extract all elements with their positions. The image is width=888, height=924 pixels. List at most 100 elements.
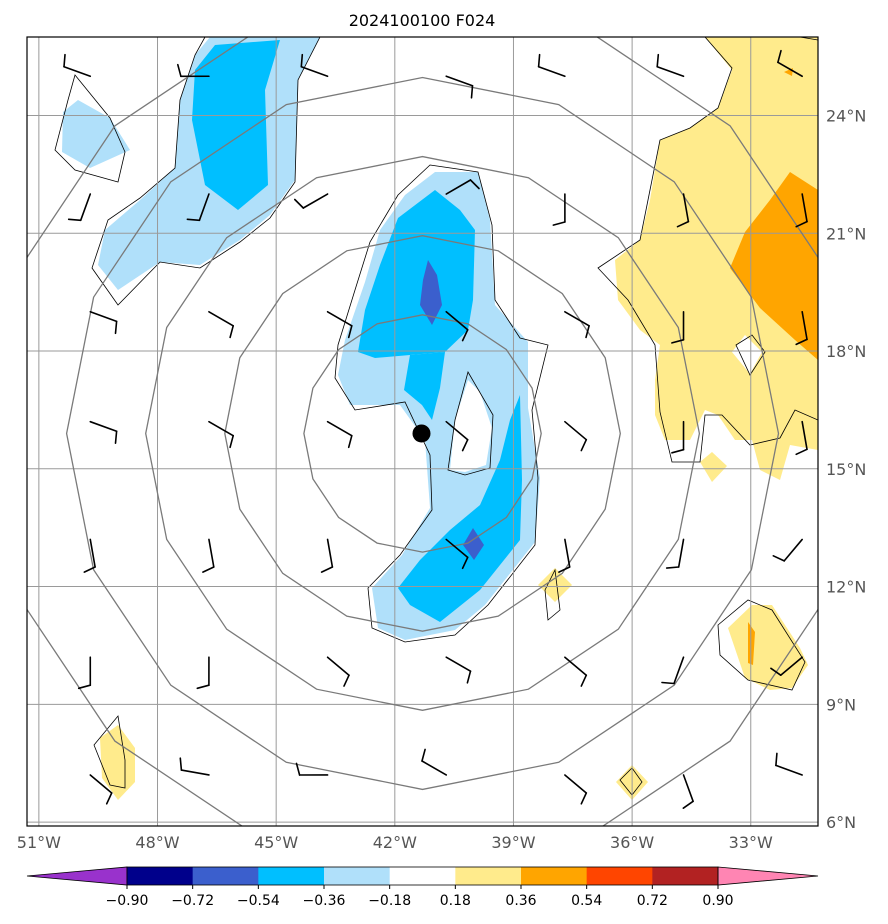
wind-barb bbox=[83, 538, 96, 573]
colorbar-segment bbox=[258, 867, 325, 885]
colorbar-outline bbox=[126, 866, 719, 886]
lon-tick-label: 42°W bbox=[373, 833, 417, 852]
colorbar-tick-label: 0.18 bbox=[440, 893, 471, 909]
lon-tick-label: 51°W bbox=[17, 833, 61, 852]
colorbar-extend-low bbox=[26, 866, 128, 886]
range-ring-0 bbox=[303, 314, 542, 553]
fill-central-core-south bbox=[398, 395, 522, 622]
wind-barb bbox=[445, 538, 469, 570]
wind-barb bbox=[770, 656, 803, 677]
lat-tick-label: 9°N bbox=[826, 695, 856, 714]
wind-barb bbox=[293, 193, 329, 209]
wind-barb bbox=[196, 656, 210, 690]
fill-central-core-north bbox=[358, 190, 475, 358]
wind-barb bbox=[300, 53, 329, 78]
fill-east-patch-2 bbox=[538, 568, 572, 602]
wind-barb bbox=[63, 53, 92, 78]
colorbar-tick-label: −0.90 bbox=[106, 893, 149, 909]
wind-barb bbox=[77, 656, 92, 690]
wind-barb bbox=[682, 774, 694, 810]
wind-barb bbox=[179, 757, 210, 776]
range-ring-2 bbox=[145, 155, 701, 711]
wind-barb bbox=[564, 310, 590, 339]
chart-title: 2024100100 F024 bbox=[349, 11, 496, 30]
fill-east-patch-1 bbox=[700, 452, 727, 482]
storm-center-marker bbox=[412, 424, 431, 443]
colorbar-segment bbox=[586, 867, 653, 885]
wind-barb bbox=[777, 49, 803, 78]
wind-barb bbox=[665, 538, 685, 569]
gridlines bbox=[27, 37, 818, 826]
fill-central-core-mid bbox=[404, 352, 445, 420]
lat-tick-label: 12°N bbox=[826, 578, 866, 597]
colorbar-tick-label: 0.54 bbox=[571, 893, 602, 909]
lat-tick-label: 18°N bbox=[826, 342, 866, 361]
wind-barb bbox=[775, 752, 803, 776]
colorbar-segment bbox=[127, 867, 194, 885]
wind-barb bbox=[552, 193, 566, 226]
colorbar-segment bbox=[455, 867, 522, 885]
fill-east-band-yellow bbox=[615, 37, 818, 480]
colorbar-tick-label: −0.18 bbox=[368, 893, 411, 909]
colorbar-tick-label: 0.36 bbox=[505, 893, 536, 909]
fill-west-patch bbox=[62, 100, 130, 168]
lon-tick-label: 36°W bbox=[610, 833, 654, 852]
wind-barb bbox=[445, 310, 469, 342]
lat-tick-label: 15°N bbox=[826, 460, 866, 479]
wind-barb bbox=[772, 538, 803, 562]
wind-barb bbox=[558, 538, 571, 573]
wind-barb bbox=[295, 762, 329, 776]
wind-barb bbox=[795, 420, 808, 456]
fill-west-band-core bbox=[192, 40, 280, 210]
wind-barb bbox=[564, 774, 588, 805]
lat-tick-label: 6°N bbox=[826, 813, 856, 832]
wind-barb bbox=[795, 310, 808, 346]
wind-barb bbox=[320, 538, 334, 573]
wind-barb bbox=[326, 310, 353, 339]
colorbar-extend-high bbox=[717, 866, 819, 886]
wind-barb bbox=[445, 179, 480, 195]
colorbar-segment bbox=[652, 867, 719, 885]
latitude-labels: 24°N 21°N 18°N 15°N 12°N 9°N 6°N bbox=[826, 107, 866, 833]
positive-anomaly-fill bbox=[100, 37, 818, 800]
wind-barb bbox=[676, 193, 690, 228]
wind-barb bbox=[67, 193, 92, 222]
map-area bbox=[27, 37, 818, 826]
fill-east-band-orange bbox=[730, 172, 818, 360]
wind-barb bbox=[202, 538, 215, 573]
wind-barb bbox=[186, 193, 210, 222]
lon-tick-label: 33°W bbox=[729, 833, 773, 852]
wind-barb bbox=[326, 420, 353, 449]
wind-barb bbox=[89, 310, 118, 335]
wind-barb bbox=[89, 774, 113, 805]
negative-anomaly-fill bbox=[62, 37, 540, 640]
colorbar-tick-label: −0.72 bbox=[171, 893, 214, 909]
colorbar-tick-label: 0.72 bbox=[637, 893, 668, 909]
lat-tick-label: 21°N bbox=[826, 224, 866, 243]
colorbar: −0.90 −0.72 −0.54 −0.36 −0.18 0.18 0.36 0.54 0.7… bbox=[26, 866, 819, 909]
lon-tick-label: 39°W bbox=[491, 833, 535, 852]
wind-barb bbox=[661, 656, 685, 685]
wind-barb bbox=[445, 75, 474, 99]
fill-east-patch-3-orange bbox=[748, 622, 755, 665]
range-rings bbox=[27, 37, 818, 826]
wind-barbs bbox=[63, 49, 808, 810]
wind-barb bbox=[326, 656, 350, 687]
wind-barb bbox=[208, 420, 234, 449]
wind-barb bbox=[795, 193, 808, 228]
wind-barb bbox=[208, 310, 234, 339]
colorbar-segment bbox=[192, 867, 259, 885]
range-ring-3 bbox=[65, 76, 780, 791]
lat-tick-label: 24°N bbox=[826, 107, 866, 126]
longitude-labels: 51°W 48°W 45°W 42°W 39°W 36°W 33°W bbox=[17, 833, 773, 852]
fill-central-min-south bbox=[463, 528, 484, 560]
colorbar-segment bbox=[389, 867, 456, 885]
wind-barb bbox=[421, 748, 448, 776]
lon-tick-label: 48°W bbox=[135, 833, 179, 852]
fill-white-notch bbox=[732, 335, 762, 374]
range-ring-4 bbox=[27, 37, 818, 826]
wind-barb bbox=[671, 310, 685, 344]
colorbar-segment bbox=[521, 867, 588, 885]
wind-barb bbox=[445, 656, 472, 684]
